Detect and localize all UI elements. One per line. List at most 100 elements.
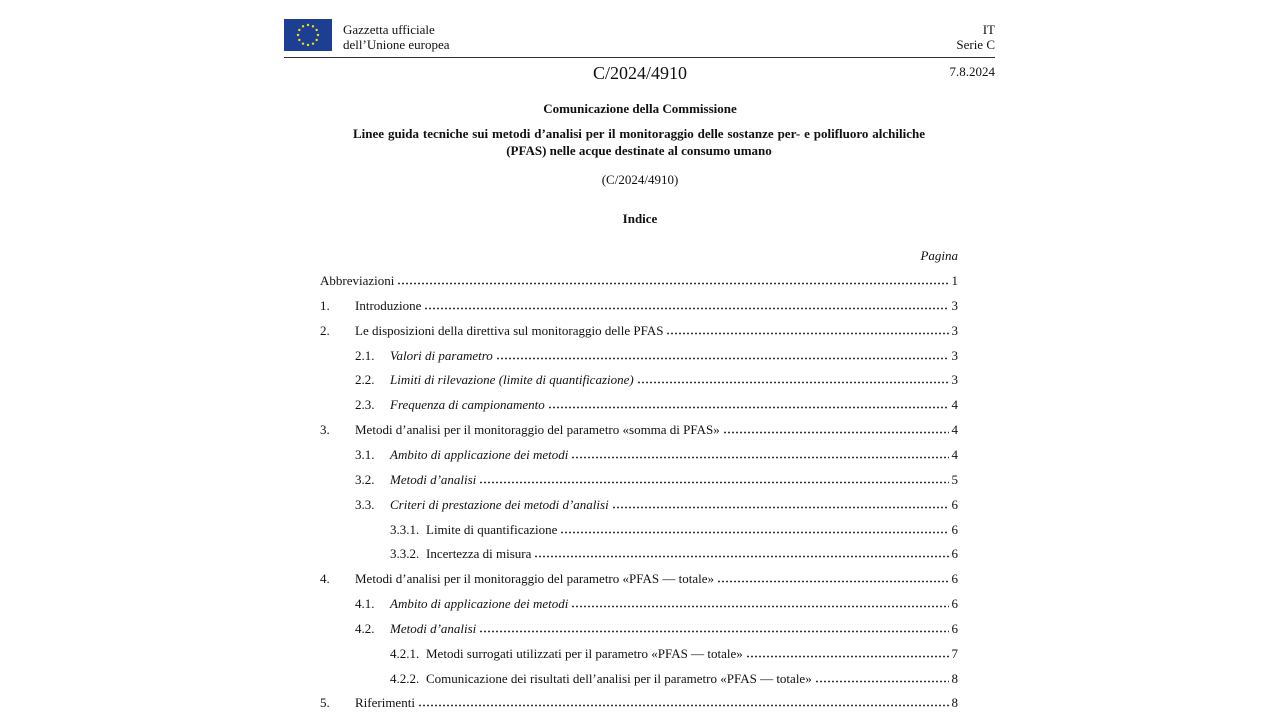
toc-number: 2. bbox=[320, 322, 330, 338]
dot-leader bbox=[571, 455, 949, 459]
toc-label: Ambito di applicazione dei metodi bbox=[390, 446, 569, 462]
toc-label: Metodi surrogati utilizzati per il param… bbox=[426, 645, 743, 661]
toc-page: 3 bbox=[951, 297, 959, 313]
toc-number: 4. bbox=[320, 571, 330, 587]
toc-number: 3.3. bbox=[355, 496, 375, 512]
toc-page: 6 bbox=[951, 496, 959, 512]
toc-page: 4 bbox=[951, 397, 959, 413]
toc-page: 6 bbox=[951, 521, 959, 537]
dot-leader bbox=[560, 530, 949, 534]
toc-page: 4 bbox=[951, 446, 959, 462]
index-title: Indice bbox=[622, 211, 658, 226]
toc-number: 4.2.2. bbox=[390, 670, 420, 686]
toc-entry: Incertezza di misura 6 bbox=[426, 546, 958, 562]
doc-id: C/2024/4910 bbox=[592, 63, 687, 83]
toc-label: Limiti di rilevazione (limite di quantif… bbox=[390, 372, 634, 388]
toc-label: Criteri di prestazione dei metodi d’anal… bbox=[390, 496, 609, 512]
toc-page: 8 bbox=[951, 670, 959, 686]
toc-entry: Riferimenti 8 bbox=[355, 695, 958, 711]
toc-page: 3 bbox=[951, 372, 959, 388]
toc-entry: Introduzione 3 bbox=[355, 298, 958, 314]
toc-entry: Limiti di rilevazione (limite di quantif… bbox=[390, 372, 958, 388]
toc-number: 4.2. bbox=[355, 620, 375, 636]
toc-page: 6 bbox=[951, 620, 959, 636]
toc-entry: Comunicazione dei risultati dell’analisi… bbox=[426, 671, 958, 687]
toc-label: Metodi d’analisi per il monitoraggio del… bbox=[355, 571, 714, 587]
toc-page: 7 bbox=[951, 645, 959, 661]
toc-entry: Metodi d’analisi 5 bbox=[390, 472, 958, 488]
toc-entry: Abbreviazioni 1 bbox=[320, 273, 958, 289]
toc-label: Comunicazione dei risultati dell’analisi… bbox=[426, 670, 812, 686]
toc-page: 6 bbox=[951, 596, 959, 612]
toc-label: Limite di quantificazione bbox=[426, 521, 558, 537]
toc-number: 2.2. bbox=[355, 372, 375, 388]
dot-leader bbox=[547, 406, 949, 410]
toc-label: Frequenza di campionamento bbox=[390, 397, 545, 413]
toc-page: 6 bbox=[951, 571, 959, 587]
toc-label: Abbreviazioni bbox=[320, 273, 395, 288]
toc-page: 3 bbox=[951, 347, 959, 363]
toc-number: 3.1. bbox=[355, 446, 375, 462]
dot-leader bbox=[722, 431, 949, 435]
toc-entry: Ambito di applicazione dei metodi 6 bbox=[390, 596, 958, 612]
page-column: Pagina bbox=[920, 248, 958, 263]
toc-number: 1. bbox=[320, 297, 330, 313]
toc-label: Incertezza di misura bbox=[426, 546, 532, 562]
toc-entry: Valori di parametro 3 bbox=[390, 348, 958, 364]
header-rule bbox=[284, 57, 995, 58]
eu-flag bbox=[284, 19, 332, 51]
toc-page: 6 bbox=[951, 546, 959, 562]
toc-number: 4.1. bbox=[355, 596, 375, 612]
toc-entry: Metodi surrogati utilizzati per il param… bbox=[426, 646, 958, 662]
toc-page: 5 bbox=[951, 471, 959, 487]
toc-entry: Criteri di prestazione dei metodi d’anal… bbox=[390, 497, 958, 513]
dot-leader bbox=[534, 555, 949, 559]
dot-leader bbox=[424, 306, 949, 310]
toc-page: 4 bbox=[951, 422, 959, 438]
toc-label: Le disposizioni della direttiva sul moni… bbox=[355, 322, 664, 338]
language: IT bbox=[982, 22, 995, 37]
date: 7.8.2024 bbox=[949, 64, 996, 79]
toc-number: 2.3. bbox=[355, 397, 375, 413]
dot-leader bbox=[636, 381, 949, 385]
dot-leader bbox=[479, 629, 949, 633]
toc-number: 5. bbox=[320, 695, 330, 711]
toc-entry: Frequenza di campionamento 4 bbox=[390, 397, 958, 413]
toc-label: Valori di parametro bbox=[390, 347, 493, 363]
toc-entry: Metodi d’analisi per il monitoraggio del… bbox=[355, 422, 958, 438]
toc-label: Ambito di applicazione dei metodi bbox=[390, 596, 569, 612]
dot-leader bbox=[814, 679, 949, 683]
toc-entry: Ambito di applicazione dei metodi 4 bbox=[390, 447, 958, 463]
dot-leader bbox=[479, 480, 949, 484]
toc-entry: Metodi d’analisi per il monitoraggio del… bbox=[355, 571, 958, 587]
dot-leader bbox=[495, 356, 949, 360]
series: Serie C bbox=[956, 37, 995, 52]
toc-label: Metodi d’analisi bbox=[390, 471, 477, 487]
toc-page: 1 bbox=[951, 273, 959, 288]
dot-leader bbox=[571, 605, 949, 609]
publication: Gazzetta ufficiale bbox=[343, 22, 435, 37]
toc-entry: Metodi d’analisi 6 bbox=[390, 621, 958, 637]
dot-leader bbox=[745, 654, 949, 658]
toc-label: Metodi d’analisi per il monitoraggio del… bbox=[355, 422, 720, 438]
toc-label: Metodi d’analisi bbox=[390, 620, 477, 636]
toc-number: 3.3.2. bbox=[390, 546, 420, 562]
dot-leader bbox=[397, 282, 949, 285]
toc-page: 3 bbox=[951, 322, 959, 338]
toc-label: Riferimenti bbox=[355, 695, 415, 711]
toc-page: 8 bbox=[951, 695, 959, 711]
toc-number: 3.2. bbox=[355, 471, 375, 487]
toc-number: 2.1. bbox=[355, 347, 375, 363]
publication: dell’Unione europea bbox=[343, 37, 450, 52]
reference: (C/2024/4910) bbox=[601, 172, 679, 187]
subtitle: Linee guida tecniche sui metodi d’analis… bbox=[353, 126, 925, 158]
toc-entry: Le disposizioni della direttiva sul moni… bbox=[355, 323, 958, 339]
title: Comunicazione della Commissione bbox=[543, 101, 737, 116]
toc-number: 4.2.1. bbox=[390, 645, 420, 661]
dot-leader bbox=[717, 580, 949, 584]
dot-leader bbox=[417, 704, 949, 708]
dot-leader bbox=[666, 331, 949, 335]
toc-number: 3.3.1. bbox=[390, 521, 420, 537]
toc-entry: Limite di quantificazione 6 bbox=[426, 522, 958, 538]
